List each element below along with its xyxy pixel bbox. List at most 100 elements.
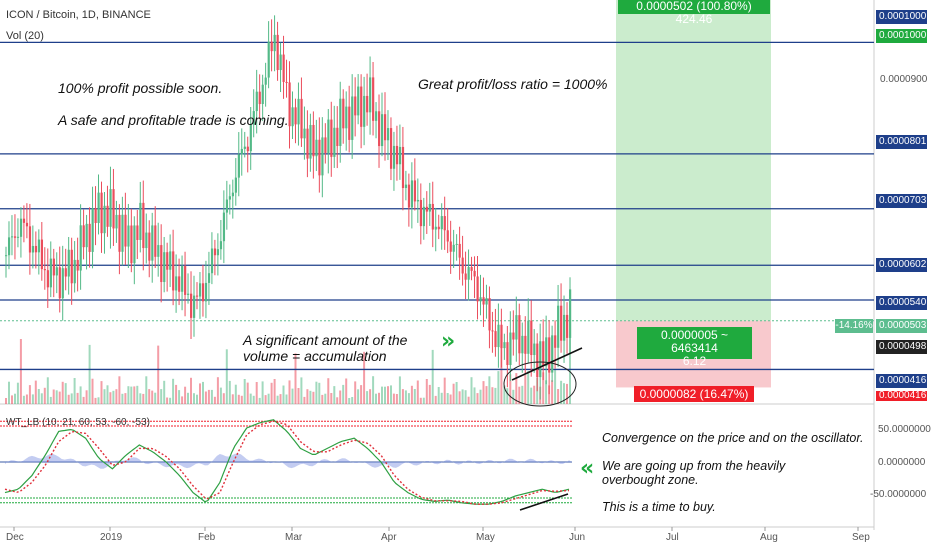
note-convergence: Convergence on the price and on the osci… <box>602 431 864 445</box>
candle-body <box>312 124 315 157</box>
price-label-416-stop: 0.0000416 <box>876 391 927 401</box>
volume-bar <box>148 389 151 404</box>
candle-body <box>157 245 160 257</box>
candle-body <box>49 258 52 288</box>
volume-bar <box>551 380 554 404</box>
candle-body <box>255 91 258 112</box>
note-ratio: Great profit/loss ratio = 1000% <box>418 76 608 92</box>
volume-bar <box>333 386 336 404</box>
volume-bar <box>234 384 237 404</box>
position-entry-label[interactable]: 0.0000005 ~ 6463414 6.12 <box>637 327 752 368</box>
candle-body <box>375 111 378 121</box>
volume-bar <box>231 394 234 404</box>
candle-body <box>524 335 527 354</box>
volume-bar <box>494 387 497 404</box>
candle-body <box>270 41 273 52</box>
volume-bar <box>118 376 121 404</box>
candle-body <box>461 257 464 274</box>
candle-body <box>178 276 181 292</box>
volume-bar <box>324 393 327 404</box>
volume-indicator-label[interactable]: Vol (20) <box>6 30 44 42</box>
candle-body <box>243 146 246 149</box>
volume-bar <box>342 384 345 404</box>
candle-body <box>240 148 243 155</box>
volume-bar <box>11 395 13 404</box>
volume-bar <box>482 381 485 404</box>
candle-body <box>112 189 115 229</box>
volume-bar <box>509 374 512 404</box>
candle-body <box>40 239 44 270</box>
volume-bar <box>240 395 243 404</box>
volume-bar <box>136 385 139 404</box>
candle-body <box>79 225 82 271</box>
volume-bar <box>485 386 488 404</box>
volume-bar <box>366 391 369 404</box>
candle-body <box>252 111 255 125</box>
volume-bar <box>225 349 228 404</box>
volume-bar <box>193 393 195 404</box>
volume-bar <box>422 397 425 404</box>
volume-bar <box>199 383 201 404</box>
candle-body <box>133 225 136 264</box>
candle-body <box>169 251 172 270</box>
candle-body <box>70 249 73 284</box>
candle-body <box>234 177 237 193</box>
candle-body <box>404 184 408 189</box>
volume-bar <box>25 394 28 404</box>
candle-body <box>395 145 399 165</box>
candle-body <box>46 270 49 288</box>
candle-body <box>216 249 220 256</box>
osc-axis-0: 0.0000000 <box>878 457 926 468</box>
volume-bar <box>390 385 392 404</box>
volume-bar <box>246 382 249 404</box>
volume-bar <box>264 395 267 404</box>
osc-axis-50: 50.0000000 <box>878 424 931 435</box>
candle-body <box>518 315 521 354</box>
volume-bar <box>563 383 565 404</box>
volume-bar <box>166 397 169 404</box>
candle-body <box>246 146 249 152</box>
volume-bar <box>58 391 61 404</box>
candle-body <box>476 276 479 302</box>
candle-body <box>497 324 500 348</box>
candle-body <box>103 205 106 234</box>
volume-bar <box>91 378 94 404</box>
candle-body <box>509 332 512 366</box>
volume-bar <box>545 380 548 404</box>
volume-bar <box>425 379 428 404</box>
price-label-416: 0.0000416 <box>876 374 927 388</box>
price-label-target: 0.0001000 <box>876 10 927 24</box>
volume-bar <box>437 387 440 404</box>
symbol-title[interactable]: ICON / Bitcoin, 1D, BINANCE <box>6 9 151 21</box>
volume-bar <box>458 391 461 404</box>
candle-body <box>19 218 23 237</box>
x-tick-2019: 2019 <box>100 532 123 543</box>
candle-body <box>401 146 405 189</box>
candle-body <box>109 189 112 227</box>
candle-body <box>407 184 411 208</box>
volume-bar <box>154 392 157 404</box>
volume-bar <box>300 377 303 404</box>
candle-body <box>548 337 551 373</box>
candle-body <box>160 245 163 283</box>
volume-bar <box>276 395 279 404</box>
candle-body <box>58 267 61 299</box>
stop-label[interactable]: 0.0000082 (16.47%) 47 <box>634 386 754 417</box>
candle-body <box>222 212 226 242</box>
target-zone <box>616 0 771 321</box>
volume-bar <box>97 397 100 404</box>
candle-body <box>55 267 58 276</box>
volume-bar <box>160 389 163 404</box>
volume-bar <box>243 379 246 404</box>
candle-body <box>455 243 458 245</box>
volume-bar <box>503 385 506 404</box>
wt-indicator-label[interactable]: WT_LB (10, 21, 60, 53, -60, -53) <box>6 417 150 428</box>
target-label[interactable]: 0.0000502 (100.80%) 424.46 <box>618 0 770 26</box>
volume-bar <box>178 390 181 404</box>
volume-bar <box>533 385 536 404</box>
candle-body <box>566 314 569 338</box>
volume-bar <box>321 394 324 404</box>
candle-body <box>363 95 366 127</box>
volume-bar <box>381 386 383 404</box>
price-trendline <box>511 347 583 381</box>
